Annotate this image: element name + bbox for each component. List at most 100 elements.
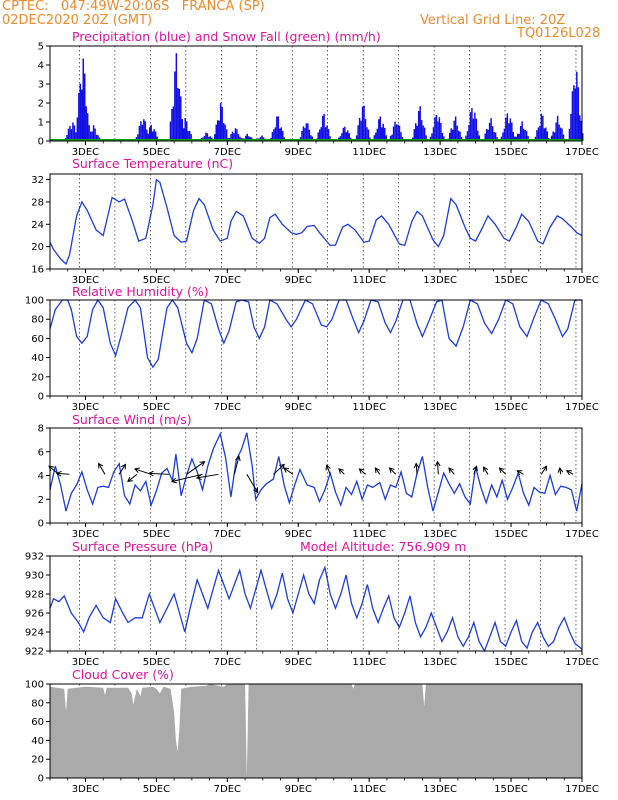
precip-bar: [540, 113, 543, 141]
precip-bar: [94, 128, 96, 141]
precip-bar: [233, 133, 235, 141]
precip-bar: [385, 135, 387, 141]
wind-arrow-head: [358, 468, 365, 474]
precip-bar: [441, 132, 444, 141]
precip-bar: [183, 128, 185, 141]
precip-bar: [169, 121, 172, 141]
x-tick-label: 17DEC: [565, 147, 599, 158]
precip-bar: [534, 136, 537, 141]
x-tick-label: 3DEC: [72, 529, 99, 540]
wind-arrow: [499, 467, 507, 475]
precip-bar: [280, 127, 283, 141]
x-tick-label: 15DEC: [494, 402, 528, 413]
y-tick-label: 928: [25, 590, 44, 601]
precip-bar: [457, 130, 460, 141]
wind-arrow: [148, 472, 169, 475]
precip-bar: [329, 136, 331, 141]
y-tick-label: 32: [31, 175, 44, 186]
precip-bar: [310, 135, 312, 141]
x-tick-label: 9DEC: [285, 402, 312, 413]
panel-3: 0 20 40 60 80 100 3DEC 5DEC 7DEC 9DEC 11DEC 13DEC 15…: [25, 284, 599, 413]
wind-arrow-head: [98, 462, 104, 469]
precip-bars: [64, 53, 584, 142]
y-tick-label: 80: [31, 698, 44, 709]
precip-bar: [484, 133, 486, 141]
precip-bar: [75, 132, 77, 141]
x-tick-label: 15DEC: [494, 147, 528, 158]
precip-bar: [574, 88, 577, 141]
x-tick-label: 11DEC: [352, 657, 386, 668]
wind-arrows: [48, 455, 574, 494]
precip-bar: [86, 113, 89, 141]
wind-arrow: [326, 465, 331, 475]
wind-arrow: [473, 466, 478, 475]
precip-bar: [420, 120, 423, 141]
precip-bar: [246, 133, 249, 141]
wind-arrow: [516, 470, 524, 475]
wind-arrow-head: [565, 470, 572, 476]
y-tick-label: 5: [38, 42, 44, 53]
precip-bar: [137, 134, 139, 141]
wind-arrow-head: [338, 468, 344, 474]
precip-bar: [539, 125, 541, 141]
precip-bar: [425, 135, 427, 141]
x-tick-label: 9DEC: [285, 784, 312, 795]
wind-arrow: [118, 464, 126, 475]
precip-bar: [469, 112, 472, 141]
precip-bar: [558, 124, 560, 141]
precip-bar: [391, 134, 393, 141]
precip-bar: [66, 134, 68, 141]
precip-bar: [222, 123, 225, 141]
y-tick-label: 16: [31, 265, 44, 276]
x-tick-label: 9DEC: [285, 147, 312, 158]
precip-bar: [450, 128, 452, 141]
precip-bar: [215, 124, 217, 141]
precip-bar: [301, 131, 303, 141]
y-tick-label: 6: [38, 447, 44, 458]
precip-bar: [143, 119, 145, 141]
precip-bar: [509, 118, 512, 141]
panel-4: 0 2 4 6 8 3DEC 5DEC 7DEC 9DEC 11DEC 13DEC 15DEC 17DE…: [38, 412, 599, 540]
precip-bar: [550, 135, 553, 141]
precip-bar: [341, 133, 343, 141]
precip-bar: [206, 133, 209, 141]
wind-arrow-head: [541, 465, 548, 472]
x-tick-label: 11DEC: [352, 275, 386, 286]
precip-bar: [230, 134, 232, 141]
run-id: TQ0126L028: [517, 26, 601, 41]
precip-bar: [174, 71, 176, 141]
precip-bar: [147, 133, 150, 141]
wind-arrow-head: [170, 477, 177, 484]
precip-bar: [154, 131, 157, 141]
precip-bar: [237, 134, 240, 141]
precip-bar: [153, 129, 155, 141]
precip-bar: [150, 124, 152, 141]
precip-bar: [383, 127, 386, 141]
precip-bar: [493, 131, 495, 141]
x-tick-label: 5DEC: [143, 402, 170, 413]
date-header: 02DEC2020 20Z (GMT): [2, 13, 153, 28]
precip-bar: [245, 135, 247, 141]
x-tick-label: 13DEC: [423, 784, 457, 795]
precip-bar: [302, 126, 305, 141]
precip-bar: [466, 131, 469, 141]
precip-bar: [511, 122, 513, 141]
wind-arrow-head: [472, 465, 478, 472]
precip-bar: [70, 129, 73, 141]
precip-bar: [398, 125, 401, 141]
y-tick-label: 0: [38, 519, 44, 530]
precip-bar: [355, 135, 358, 141]
precip-bar: [76, 117, 79, 141]
precip-bar: [367, 129, 370, 141]
precip-bar: [546, 131, 549, 141]
precip-bar: [190, 134, 192, 141]
x-tick-label: 13DEC: [423, 147, 457, 158]
series-line: [49, 298, 582, 369]
precip-bar: [562, 134, 565, 141]
precip-bar: [472, 118, 475, 141]
precip-bar: [146, 129, 148, 141]
panel-frame: [49, 299, 583, 397]
precip-bar: [221, 107, 223, 141]
x-tick-label: 17DEC: [565, 402, 599, 413]
precip-bar: [487, 129, 489, 141]
